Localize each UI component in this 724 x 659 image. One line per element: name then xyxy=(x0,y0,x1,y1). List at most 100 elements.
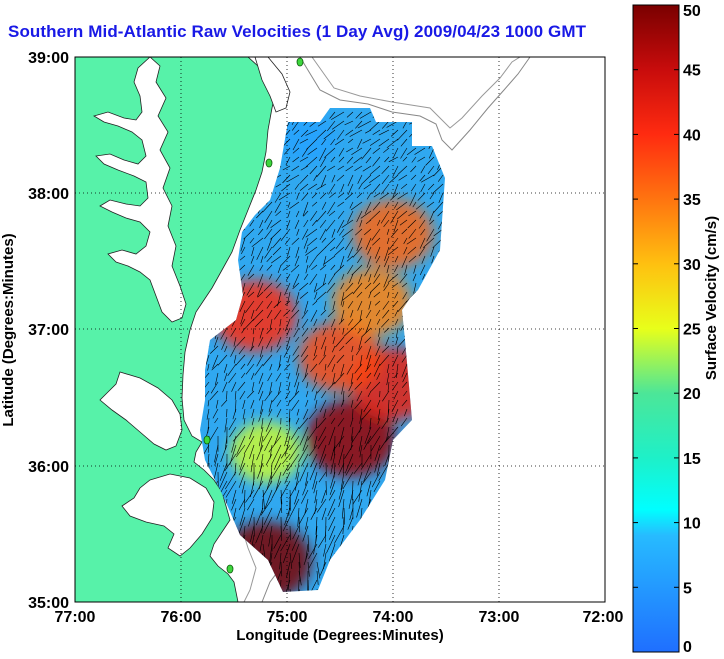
current-vector xyxy=(350,372,354,385)
current-vector xyxy=(313,282,318,293)
current-vector xyxy=(391,282,399,289)
current-vector xyxy=(251,417,255,426)
current-vector xyxy=(321,201,327,210)
current-vector xyxy=(282,516,291,532)
current-vector xyxy=(426,228,435,242)
current-vector xyxy=(266,336,273,349)
current-vector xyxy=(302,228,309,240)
current-vector xyxy=(411,156,417,163)
current-vector xyxy=(354,399,363,410)
current-vector xyxy=(285,273,291,281)
current-vector xyxy=(226,390,228,400)
current-vector xyxy=(328,516,336,532)
current-vector xyxy=(273,534,282,549)
current-vector xyxy=(323,543,327,557)
current-vector xyxy=(239,255,246,261)
current-vector xyxy=(330,264,336,271)
current-vector xyxy=(374,354,381,367)
current-vector xyxy=(285,390,291,400)
current-vector xyxy=(338,444,345,466)
current-vector xyxy=(311,201,318,207)
current-vector xyxy=(238,471,246,488)
current-vector xyxy=(266,237,273,251)
current-vector xyxy=(386,363,390,374)
current-vector xyxy=(294,471,300,491)
current-vector xyxy=(275,471,282,492)
current-vector xyxy=(399,219,408,226)
current-vector xyxy=(329,111,336,119)
colorbar-ticks: 0 5 10 15 20 25 30 35 40 45 50 xyxy=(633,3,701,656)
current-vector xyxy=(394,255,399,263)
current-vector xyxy=(341,498,345,519)
current-vector xyxy=(308,408,318,420)
current-vector xyxy=(309,273,318,285)
current-vector xyxy=(400,138,408,147)
current-vector xyxy=(287,246,291,257)
current-vector xyxy=(340,399,345,407)
current-vector xyxy=(234,390,237,400)
current-vector xyxy=(307,579,309,592)
current-vector xyxy=(356,390,363,402)
current-vector xyxy=(429,219,435,225)
current-vector xyxy=(332,300,336,311)
current-vector xyxy=(295,246,300,258)
current-vector xyxy=(347,390,354,398)
current-vector xyxy=(381,345,390,353)
current-vector xyxy=(261,417,264,429)
current-vector xyxy=(345,336,354,345)
current-vector xyxy=(399,273,408,284)
current-vector xyxy=(355,120,363,129)
current-vector xyxy=(397,165,408,175)
current-vector xyxy=(316,561,321,579)
current-vector xyxy=(368,291,372,299)
current-vector xyxy=(303,552,309,566)
current-vector xyxy=(345,192,354,201)
delaware-bay xyxy=(254,57,291,113)
current-vector xyxy=(322,327,327,336)
current-vector xyxy=(288,408,291,423)
current-vector xyxy=(278,381,282,395)
current-vector xyxy=(339,534,345,549)
current-vector xyxy=(327,498,336,517)
current-vector xyxy=(363,435,372,450)
land-mainland xyxy=(75,57,277,602)
current-vector xyxy=(381,417,390,430)
current-vector xyxy=(412,273,417,282)
current-vector xyxy=(419,174,426,182)
current-vector xyxy=(249,345,255,352)
current-vector xyxy=(254,363,264,376)
current-vector xyxy=(235,354,246,366)
colorbar-tick-label: 20 xyxy=(683,386,701,403)
current-vector xyxy=(274,192,282,203)
colorbar-tick-label: 25 xyxy=(683,322,701,339)
current-vector xyxy=(373,273,381,284)
current-vector xyxy=(332,336,336,345)
current-vector xyxy=(364,228,372,236)
current-vector xyxy=(250,399,255,409)
current-vector xyxy=(291,300,300,313)
current-vector xyxy=(358,336,363,350)
current-vector xyxy=(287,174,300,182)
current-vector xyxy=(409,192,417,207)
current-vector xyxy=(372,147,381,154)
current-vector xyxy=(382,300,390,310)
current-vector xyxy=(334,246,345,256)
current-vector xyxy=(373,480,381,493)
current-vector xyxy=(340,183,345,193)
current-vector xyxy=(257,291,264,298)
current-vector xyxy=(381,165,390,175)
current-vector xyxy=(231,435,237,453)
current-vector xyxy=(255,507,264,526)
current-vector xyxy=(348,489,354,509)
current-vector xyxy=(277,363,282,371)
current-vector xyxy=(392,147,399,159)
current-vector xyxy=(272,246,282,256)
current-vector xyxy=(357,255,363,264)
current-vector xyxy=(241,327,246,334)
current-vector xyxy=(368,300,372,310)
current-vector xyxy=(291,543,300,563)
current-vector xyxy=(417,192,426,201)
current-vector xyxy=(299,183,309,191)
current-vector xyxy=(240,318,246,327)
current-vector xyxy=(317,417,327,429)
